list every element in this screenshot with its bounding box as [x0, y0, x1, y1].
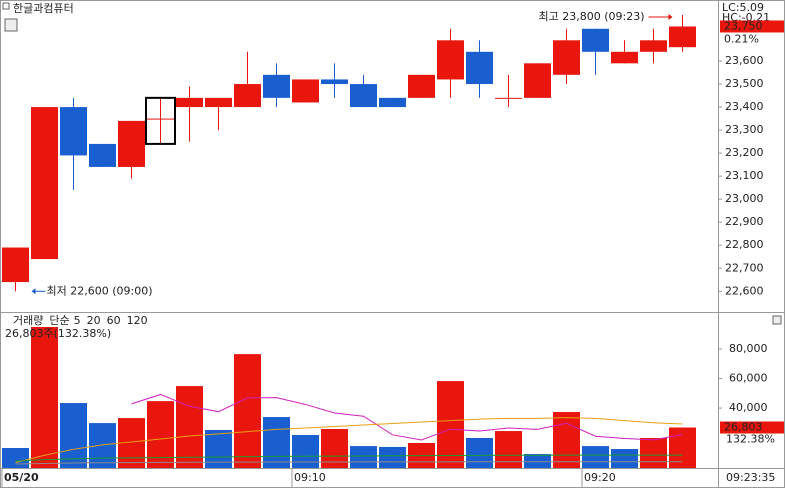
ma-line [131, 393, 683, 441]
volume-bar [524, 454, 551, 468]
legend-entry: 120 [127, 314, 148, 327]
volume-bar [495, 431, 522, 468]
candle-body [379, 97, 406, 108]
volume-bar [611, 449, 638, 468]
candle-body [640, 40, 667, 52]
last-price-box [720, 20, 784, 33]
y-tick-label: 23,400 [725, 100, 764, 113]
candle-body [350, 84, 377, 108]
legend-entry: 5 [74, 314, 81, 327]
candle-body [147, 118, 174, 120]
y-tick-label: 23,200 [725, 146, 764, 159]
x-tick-label: 09:20 [584, 471, 616, 484]
y-tick-label: 23,500 [725, 77, 764, 90]
volume-bar [292, 435, 319, 468]
high-annotation: 최고 23,800 (09:23) [538, 10, 644, 23]
ma-line [15, 454, 683, 462]
candle-body [263, 74, 290, 98]
candle-body [176, 97, 203, 108]
volume-bar [263, 417, 290, 468]
candle-body [321, 79, 348, 85]
y-tick-label: 22,800 [725, 238, 764, 251]
low-annotation: 최저 22,600 (09:00) [47, 284, 153, 297]
last-price: 23,750 [724, 19, 763, 32]
time-end: 09:23:35 [726, 471, 775, 484]
volume-bar [350, 446, 377, 468]
x-tick-label: 09:10 [294, 471, 326, 484]
candle-body [669, 26, 696, 48]
legend-title: 거래량 [13, 314, 43, 327]
volume-bar [60, 403, 87, 468]
candle-body [408, 74, 435, 98]
candle-body [524, 63, 551, 98]
volume-bar [147, 401, 174, 468]
change: 0.21% [724, 32, 759, 45]
y-tick-label: 23,000 [725, 192, 764, 205]
y-tick-label: 23,300 [725, 123, 764, 136]
volume-bar [582, 446, 609, 468]
candle-body [89, 143, 116, 167]
candle-body [495, 97, 522, 99]
volume-label: 26,803 [724, 421, 763, 434]
candle-body [60, 107, 87, 156]
grid-icon[interactable] [4, 18, 18, 32]
high-arrow-head [668, 13, 673, 20]
close-button[interactable] [772, 315, 782, 325]
candle-body [466, 51, 493, 85]
y-tick-label: 22,600 [725, 284, 764, 297]
candle-body [118, 120, 145, 167]
selection-box [145, 96, 176, 145]
volume-bar [234, 354, 261, 468]
legend-entry: 60 [107, 314, 121, 327]
y-tick-label: 40,000 [729, 401, 768, 414]
panel-icon[interactable] [2, 2, 10, 10]
stock-name: 한글과컴퓨터 [13, 2, 74, 15]
y-tick-label: 80,000 [729, 342, 768, 355]
legend-prefix: 단순 [49, 314, 69, 327]
ma-line [15, 417, 683, 464]
volume-bar [640, 437, 667, 468]
candle-body [205, 97, 232, 108]
volume-bar [31, 327, 58, 468]
volume-bar [553, 412, 580, 468]
volume-bar [176, 386, 203, 468]
candle-body [31, 107, 58, 260]
x-tick-label: 05/20 [4, 471, 39, 484]
volume-bar [437, 381, 464, 468]
y-tick-label: 22,900 [725, 215, 764, 228]
legend-entry: 20 [87, 314, 101, 327]
volume-bar [466, 437, 493, 468]
ratio-label: 132.38% [726, 433, 775, 446]
y-tick-label: 60,000 [729, 372, 768, 385]
lc: LC:5.09 [722, 1, 764, 14]
volume-bar [379, 446, 406, 468]
candle-body [611, 51, 638, 64]
candle-body [553, 40, 580, 75]
volume-label-box [720, 421, 784, 434]
candle-body [234, 84, 261, 108]
y-tick-label: 23,600 [725, 54, 764, 67]
low-arrow-head [31, 288, 36, 295]
volume-bar [89, 423, 116, 468]
ma-line [15, 461, 683, 465]
candle-body [437, 40, 464, 80]
volume-bar [2, 447, 29, 468]
volume-text: 26,803주(132.38%) [5, 327, 111, 340]
candle-body [292, 79, 319, 103]
candle-body [582, 28, 609, 52]
y-tick-label: 22,700 [725, 261, 764, 274]
candle-body [2, 247, 29, 283]
y-tick-label: 23,100 [725, 169, 764, 182]
